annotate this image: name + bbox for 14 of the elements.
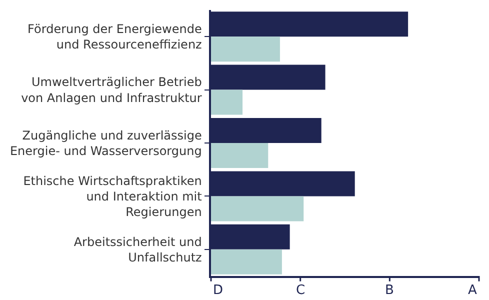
bar bbox=[211, 249, 282, 274]
y-tick-label: Förderung der Energiewende und Ressourceneffizienz bbox=[28, 22, 202, 52]
text: D bbox=[213, 283, 224, 298]
text: C bbox=[296, 283, 306, 298]
y-tick-label: Arbeitssicherheit und Unfallschutz bbox=[74, 234, 202, 264]
bar bbox=[211, 143, 268, 168]
bar bbox=[211, 36, 280, 62]
y-tick-label: Zugängliche und zuverlässige Energie- und Wasserversorgung bbox=[10, 128, 202, 158]
bar bbox=[211, 196, 304, 222]
text: A bbox=[468, 283, 477, 298]
bar bbox=[211, 90, 243, 115]
y-tick-label: Umweltverträglicher Betrieb von Anlagen und Infrastruktur bbox=[21, 75, 202, 105]
text: B bbox=[385, 283, 394, 298]
y-tick-label: Ethische Wirtschaftspraktiken und Interaktion mit Regierungen bbox=[23, 174, 202, 219]
